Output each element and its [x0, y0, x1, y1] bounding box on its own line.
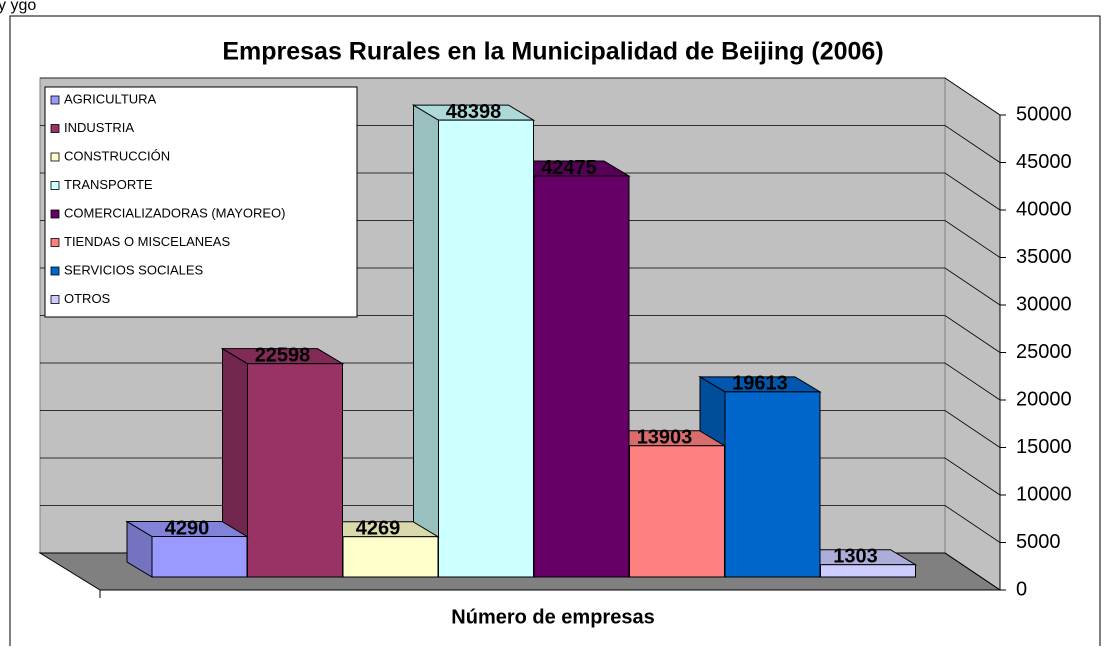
- bar-front: [151, 536, 248, 578]
- y-tick-label: 45000: [1016, 151, 1072, 173]
- y-tick-label: 5000: [1016, 531, 1061, 553]
- bar-front: [247, 363, 343, 578]
- chart-title: Empresas Rurales en la Municipalidad de …: [222, 38, 883, 66]
- y-tick-label: 30000: [1016, 293, 1072, 315]
- legend-swatch: [50, 295, 60, 304]
- y-tick-label: 40000: [1016, 198, 1072, 220]
- y-tick-label: 35000: [1016, 246, 1072, 268]
- value-label: 19613: [732, 373, 788, 395]
- legend-swatch: [50, 152, 60, 162]
- y-tick-label: 10000: [1016, 483, 1072, 505]
- value-label: 42475: [541, 157, 597, 179]
- legend-swatch: [50, 124, 60, 133]
- bar: [125, 520, 249, 578]
- legend-swatch: [50, 238, 60, 247]
- legend-label: AGRICULTURA: [64, 91, 157, 106]
- value-label: 4269: [356, 517, 401, 539]
- bar-front: [438, 119, 534, 578]
- bar-front: [724, 391, 821, 578]
- legend-label: TIENDAS O MISCELANEAS: [64, 234, 230, 249]
- y-tick-label: 50000: [1016, 103, 1072, 125]
- value-label: 4290: [165, 517, 210, 539]
- bar: [411, 104, 536, 578]
- legend-label: INDUSTRIA: [64, 120, 134, 135]
- x-axis-title: Número de empresas: [451, 606, 654, 628]
- y-tick-label: 20000: [1016, 388, 1072, 410]
- value-label: 13903: [637, 427, 693, 449]
- grid-line: [40, 77, 1001, 116]
- legend-label: TRANSPORTE: [64, 177, 153, 192]
- legend-label: COMERCIALIZADORAS (MAYOREO): [64, 205, 286, 220]
- y-tick-label: 25000: [1016, 341, 1072, 363]
- value-label: 48398: [446, 101, 502, 123]
- legend-swatch: [50, 181, 60, 190]
- bar-front: [533, 175, 630, 578]
- bar-front: [342, 536, 439, 578]
- legend-swatch: [50, 95, 60, 105]
- legend-swatch: [50, 209, 60, 219]
- value-label: 1303: [833, 545, 878, 567]
- bar-side: [413, 104, 439, 578]
- legend-label: OTROS: [64, 291, 111, 306]
- legend-label: CONSTRUCCIÓN: [64, 148, 170, 163]
- legend-box: [44, 86, 358, 318]
- bar-front: [629, 445, 725, 578]
- legend-label: SERVICIOS SOCIALES: [64, 262, 204, 277]
- legend-swatch: [50, 266, 60, 276]
- header-fragment: y ygo: [0, 0, 36, 14]
- bar: [220, 347, 345, 578]
- value-label: 22598: [255, 344, 311, 366]
- y-tick-label: 15000: [1016, 436, 1072, 458]
- y-tick-label: 0: [1016, 578, 1027, 600]
